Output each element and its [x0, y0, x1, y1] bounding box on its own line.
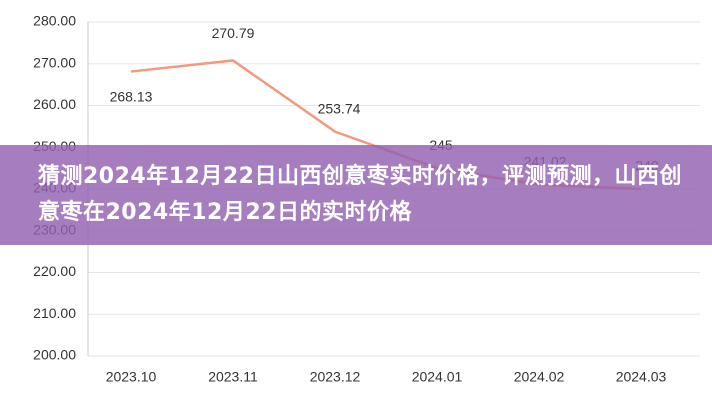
- y-tick-label: 260.00: [33, 96, 76, 112]
- title-banner: 猜测2024年12月22日山西创意枣实时价格，评测预测，山西创意枣在2024年1…: [0, 145, 712, 245]
- y-tick-label: 210.00: [33, 305, 76, 321]
- x-tick-label: 2024.02: [514, 369, 565, 385]
- x-tick-label: 2024.01: [412, 369, 463, 385]
- x-tick-label: 2023.10: [106, 369, 157, 385]
- chart-title: 猜测2024年12月22日山西创意枣实时价格，评测预测，山西创意枣在2024年1…: [38, 164, 682, 225]
- y-tick-label: 220.00: [33, 263, 76, 279]
- data-label: 270.79: [212, 25, 255, 41]
- x-tick-label: 2024.03: [616, 369, 667, 385]
- x-tick-label: 2023.12: [310, 369, 361, 385]
- y-tick-label: 280.00: [33, 13, 76, 29]
- data-label: 253.74: [318, 100, 361, 116]
- x-tick-label: 2023.11: [208, 369, 258, 385]
- y-tick-label: 270.00: [33, 54, 76, 70]
- data-label: 268.13: [110, 88, 153, 104]
- y-tick-label: 200.00: [33, 347, 76, 363]
